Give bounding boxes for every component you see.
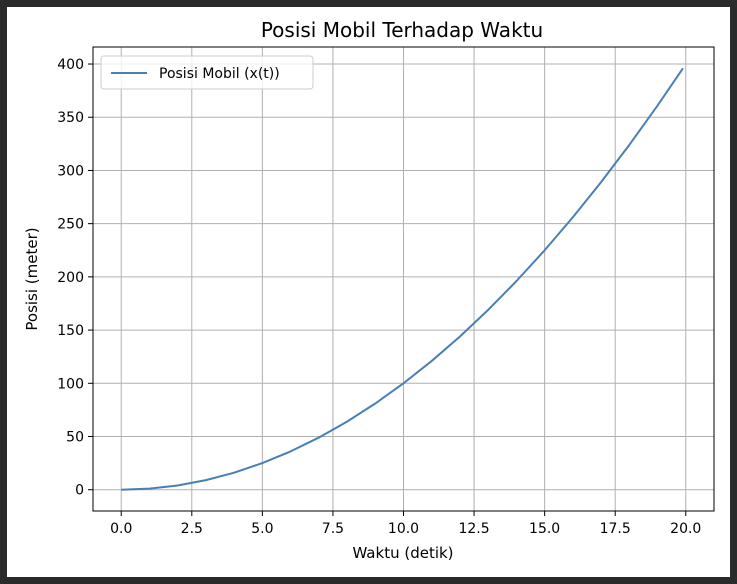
y-tick-label: 300 <box>57 163 84 179</box>
x-tick-label: 17.5 <box>600 521 631 537</box>
x-tick-label: 10.0 <box>388 521 419 537</box>
y-axis-label: Posisi (meter) <box>23 227 41 330</box>
y-tick-label: 350 <box>57 110 84 126</box>
series-group <box>121 67 684 491</box>
legend: Posisi Mobil (x(t)) <box>100 55 314 90</box>
legend-label: Posisi Mobil (x(t)) <box>159 66 280 82</box>
x-tick-label: 12.5 <box>458 521 489 537</box>
plot-area-border <box>92 46 715 512</box>
grid-lines <box>93 47 714 511</box>
x-tick-label: 0.0 <box>110 521 132 537</box>
x-axis-ticks: 0.0 2.5 5.0 7.5 10.0 12.5 15.0 17.5 20.0 <box>110 511 701 537</box>
x-tick-label: 15.0 <box>529 521 560 537</box>
chart-title: Posisi Mobil Terhadap Waktu <box>261 18 543 42</box>
x-axis-label: Waktu (detik) <box>352 544 453 562</box>
y-axis-ticks: 0 50 100 150 200 250 300 350 400 <box>57 57 93 499</box>
x-tick-label: 5.0 <box>251 521 273 537</box>
x-tick-label: 2.5 <box>181 521 203 537</box>
x-tick-label: 7.5 <box>322 521 344 537</box>
series-line <box>121 67 684 491</box>
y-tick-label: 200 <box>57 270 84 286</box>
y-tick-label: 50 <box>66 430 84 446</box>
y-tick-label: 0 <box>75 483 84 499</box>
x-tick-label: 20.0 <box>670 521 701 537</box>
y-tick-label: 250 <box>57 217 84 233</box>
chart-svg: Posisi Mobil Terhadap Waktu 0.0 2.5 5.0 7.5… <box>23 18 715 562</box>
chart-figure: Posisi Mobil Terhadap Waktu 0.0 2.5 5.0 7.5… <box>7 7 730 577</box>
y-tick-label: 100 <box>57 376 84 392</box>
y-tick-label: 400 <box>57 57 84 73</box>
y-tick-label: 150 <box>57 323 84 339</box>
legend-box <box>100 55 314 90</box>
